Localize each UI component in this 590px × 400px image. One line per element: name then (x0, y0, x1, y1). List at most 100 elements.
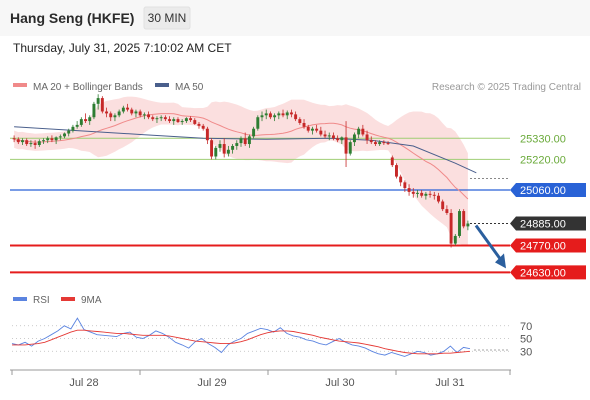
candle-body (121, 107, 125, 112)
candle-body (445, 209, 449, 213)
forecast-arrow (474, 224, 506, 269)
candle-body (373, 142, 377, 145)
candle-body (386, 143, 390, 145)
candle-body (42, 140, 45, 142)
candle-body (147, 114, 151, 118)
candle-body (222, 144, 226, 154)
rsi-tick-label: 50 (520, 334, 532, 346)
forecast-arrow-head (495, 253, 506, 269)
candle-body (458, 211, 461, 236)
candle-body (352, 134, 356, 143)
candle-body (134, 111, 138, 114)
candle-body (16, 139, 20, 143)
candle-body (84, 119, 87, 122)
candle-body (176, 119, 180, 123)
ma50-swatch (155, 83, 169, 87)
candle-body (239, 138, 243, 144)
candle-body (79, 119, 83, 125)
candle-body (331, 135, 335, 139)
candle-body (197, 123, 201, 126)
ma-bb-swatch (13, 83, 27, 87)
legend-ma9: 9MA (81, 295, 102, 306)
candle-body (416, 192, 419, 194)
ma50-line (14, 126, 477, 174)
credit-label: Research © 2025 Trading Central (432, 82, 581, 93)
candle-body (218, 144, 222, 148)
level-tag-current (510, 216, 586, 231)
candle-body (96, 98, 100, 104)
x-axis: Jul 28 Jul 29 Jul 30 Jul 31 (11, 370, 511, 389)
candle-body (281, 113, 285, 116)
candle-body (361, 128, 365, 135)
ma20-line (13, 113, 469, 200)
level-tag-support (510, 238, 586, 253)
candle-body (344, 137, 348, 154)
candle-body (180, 121, 184, 123)
x-tick-label: Jul 28 (69, 377, 98, 389)
candle-body (294, 114, 298, 120)
candle-body (37, 141, 41, 145)
candle-body (348, 142, 352, 154)
candle-body (462, 211, 466, 227)
price-level-labels: 25330.00 25220.00 25060.00 24885.00 24770.00… (510, 133, 586, 280)
forecast-arrow-shaft (474, 224, 504, 263)
candle-body (12, 138, 16, 140)
instrument-title: Hang Seng (HKFE) (10, 10, 134, 26)
x-tick-label: Jul 30 (325, 377, 354, 389)
rsi-tick-label: 30 (520, 346, 532, 358)
candle-body (243, 138, 247, 145)
rsi-tick-label: 70 (520, 321, 532, 333)
datetime-label: Thursday, July 31, 2025 7:10:02 AM CET (13, 41, 232, 55)
candle-body (399, 176, 403, 183)
candle-body (256, 117, 260, 129)
level-label-current: 24885.00 (520, 219, 566, 231)
candle-body (441, 201, 445, 210)
candle-body (105, 111, 109, 114)
candle-body (214, 147, 218, 157)
candle-body (247, 136, 251, 145)
candle-body (310, 128, 314, 131)
level-label-support: 24630.00 (520, 267, 566, 279)
candle-body (46, 138, 50, 141)
legend-ma-bb: MA 20 + Bollinger Bands (33, 82, 143, 93)
candle-body (226, 149, 230, 154)
candle-body (336, 138, 340, 141)
candle-body (130, 109, 134, 114)
candle-body (21, 140, 24, 143)
candle-body (126, 107, 130, 110)
candle-body (235, 143, 239, 146)
timeframe-button[interactable] (143, 6, 191, 30)
candle-body (403, 182, 407, 189)
candle-body (285, 112, 289, 116)
legend-rsi: RSI (33, 295, 50, 306)
candle-body (277, 113, 281, 116)
candle-body (260, 115, 264, 118)
candle-body (411, 191, 415, 194)
candle-body (33, 143, 37, 145)
candle-body (298, 119, 302, 123)
candle-body (163, 117, 167, 120)
candle-body (193, 120, 197, 124)
candle-body (323, 134, 327, 137)
candle-body (113, 115, 117, 118)
candle-body (168, 119, 172, 122)
candle-body (306, 126, 310, 131)
candle-body (340, 137, 344, 141)
candle-body (109, 113, 113, 118)
candle-body (428, 193, 432, 195)
level-label-support: 24770.00 (520, 241, 566, 253)
candle-body (289, 112, 293, 115)
candle-body (100, 98, 104, 112)
bollinger-band-fill (14, 96, 468, 246)
candle-body (420, 192, 424, 196)
candle-body (88, 117, 92, 122)
candle-body (252, 128, 256, 137)
candle-body (71, 126, 75, 131)
candle-body (63, 133, 66, 137)
candle-body (390, 157, 394, 166)
x-tick-label: Jul 31 (435, 377, 464, 389)
candle-body (407, 188, 411, 192)
level-tag-support (510, 265, 586, 280)
